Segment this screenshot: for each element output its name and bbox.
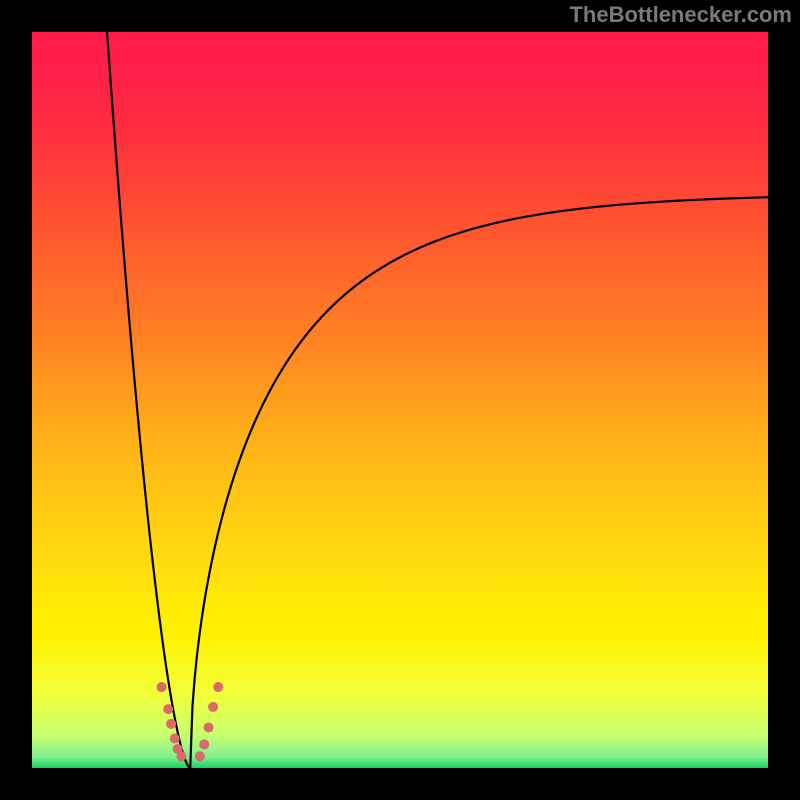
marker-dot <box>166 719 176 729</box>
marker-dot <box>208 702 218 712</box>
marker-dot <box>199 739 209 749</box>
watermark-text: TheBottlenecker.com <box>569 2 792 28</box>
chart-svg <box>32 32 768 768</box>
gradient-background <box>32 32 768 768</box>
marker-dot <box>195 751 205 761</box>
marker-dot <box>157 682 167 692</box>
marker-dot <box>170 734 180 744</box>
plot-area <box>32 32 768 768</box>
marker-dot <box>204 723 214 733</box>
marker-dot <box>176 751 186 761</box>
chart-frame: TheBottlenecker.com <box>0 0 800 800</box>
marker-dot <box>163 704 173 714</box>
marker-dot <box>213 682 223 692</box>
